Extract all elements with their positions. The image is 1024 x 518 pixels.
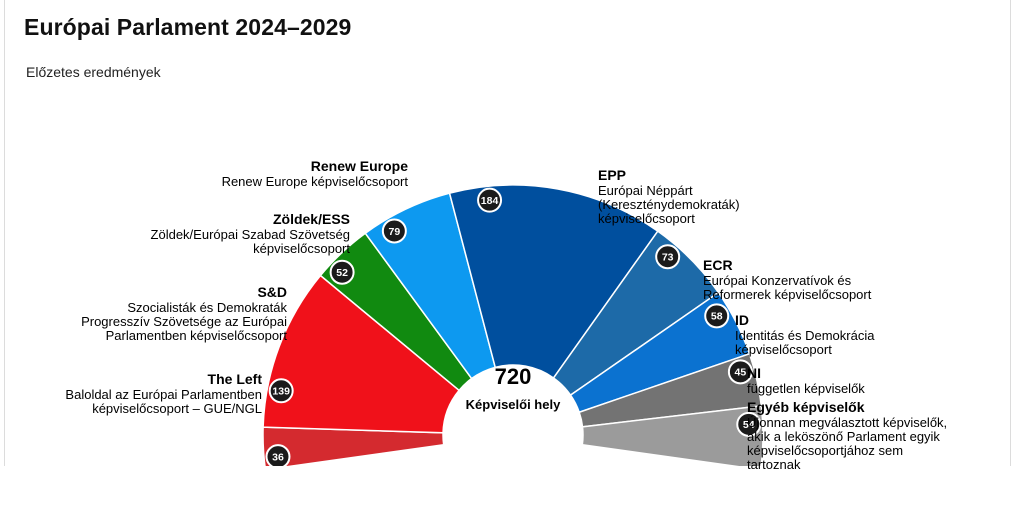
group-name-ni: NI <box>747 365 761 381</box>
chart-title: Európai Parlament 2024–2029 <box>24 14 352 40</box>
seat-count-badge-ecr <box>655 244 681 270</box>
group-description-epp: (Kereszténydemokraták) <box>598 197 740 212</box>
group-description-id: Identitás és Demokrácia <box>735 328 875 343</box>
group-description-ni: független képviselők <box>747 381 865 396</box>
baseline-mask <box>0 466 1024 518</box>
seat-count-egy-b-k-pvisel-k: 54 <box>743 419 755 431</box>
seat-count-id: 58 <box>711 311 723 323</box>
seat-count-badge-z-ldek-ess <box>329 259 355 285</box>
seat-count-badge-egy-b-k-pvisel-k <box>736 411 762 437</box>
seat-segment-s-d <box>262 274 461 434</box>
group-description-epp: Európai Néppárt <box>598 183 693 198</box>
group-name-z-ldek-ess: Zöldek/ESS <box>273 211 350 227</box>
group-description-ecr: Reformerek képviselőcsoport <box>703 287 872 302</box>
seat-count-renew-europe: 79 <box>389 226 401 238</box>
total-seats: 720 <box>495 364 532 389</box>
group-name-ecr: ECR <box>703 257 733 273</box>
seat-count-ni: 45 <box>735 367 747 379</box>
total-seats-label: Képviselői hely <box>466 397 561 412</box>
seat-count-badge-epp <box>477 187 503 213</box>
chart-subtitle: Előzetes eredmények <box>26 64 161 80</box>
group-name-epp: EPP <box>598 167 626 183</box>
group-description-the-left: képviselőcsoport – GUE/NGL <box>92 401 262 416</box>
seat-count-epp: 184 <box>481 195 499 207</box>
group-description-egy-b-k-pvisel-k: akik a leköszönő Parlament egyik <box>747 429 940 444</box>
left-border <box>4 0 5 500</box>
group-description-egy-b-k-pvisel-k: tartoznak <box>747 457 801 472</box>
group-description-the-left: Baloldal az Európai Parlamentben <box>65 387 262 402</box>
group-description-z-ldek-ess: Zöldek/Európai Szabad Szövetség <box>151 227 350 242</box>
group-description-epp: képviselőcsoport <box>598 211 695 226</box>
right-border <box>1010 0 1011 500</box>
group-description-egy-b-k-pvisel-k: képviselőcsoportjához sem <box>747 443 903 458</box>
seat-count-badge-renew-europe <box>381 218 407 244</box>
seat-count-ecr: 73 <box>662 252 674 264</box>
group-description-s-d: Szocialisták és Demokraták <box>127 300 287 315</box>
seat-count-the-left: 36 <box>272 451 284 463</box>
seat-segment-the-left <box>262 426 445 471</box>
seat-count-badge-id <box>704 303 730 329</box>
group-description-s-d: Parlamentben képviselőcsoport <box>106 328 288 343</box>
group-name-id: ID <box>735 312 749 328</box>
seat-count-badge-ni <box>727 359 753 385</box>
group-description-s-d: Progresszív Szövetsége az Európai <box>81 314 287 329</box>
group-description-id: képviselőcsoport <box>735 342 832 357</box>
seat-count-s-d: 139 <box>272 386 290 398</box>
group-description-z-ldek-ess: képviselőcsoport <box>253 241 350 256</box>
group-name-renew-europe: Renew Europe <box>311 158 408 174</box>
group-name-egy-b-k-pvisel-k: Egyéb képviselők <box>747 399 865 415</box>
group-name-the-left: The Left <box>208 371 263 387</box>
seat-segment-egy-b-k-pvisel-k <box>581 404 764 471</box>
seat-count-z-ldek-ess: 52 <box>336 267 348 279</box>
seat-count-badge-s-d <box>268 378 294 404</box>
group-description-renew-europe: Renew Europe képviselőcsoport <box>222 174 409 189</box>
group-description-egy-b-k-pvisel-k: Újonnan megválasztott képviselők, <box>747 415 947 430</box>
group-name-s-d: S&D <box>257 284 287 300</box>
group-description-ecr: Európai Konzervatívok és <box>703 273 852 288</box>
seat-segment-epp <box>448 184 659 379</box>
